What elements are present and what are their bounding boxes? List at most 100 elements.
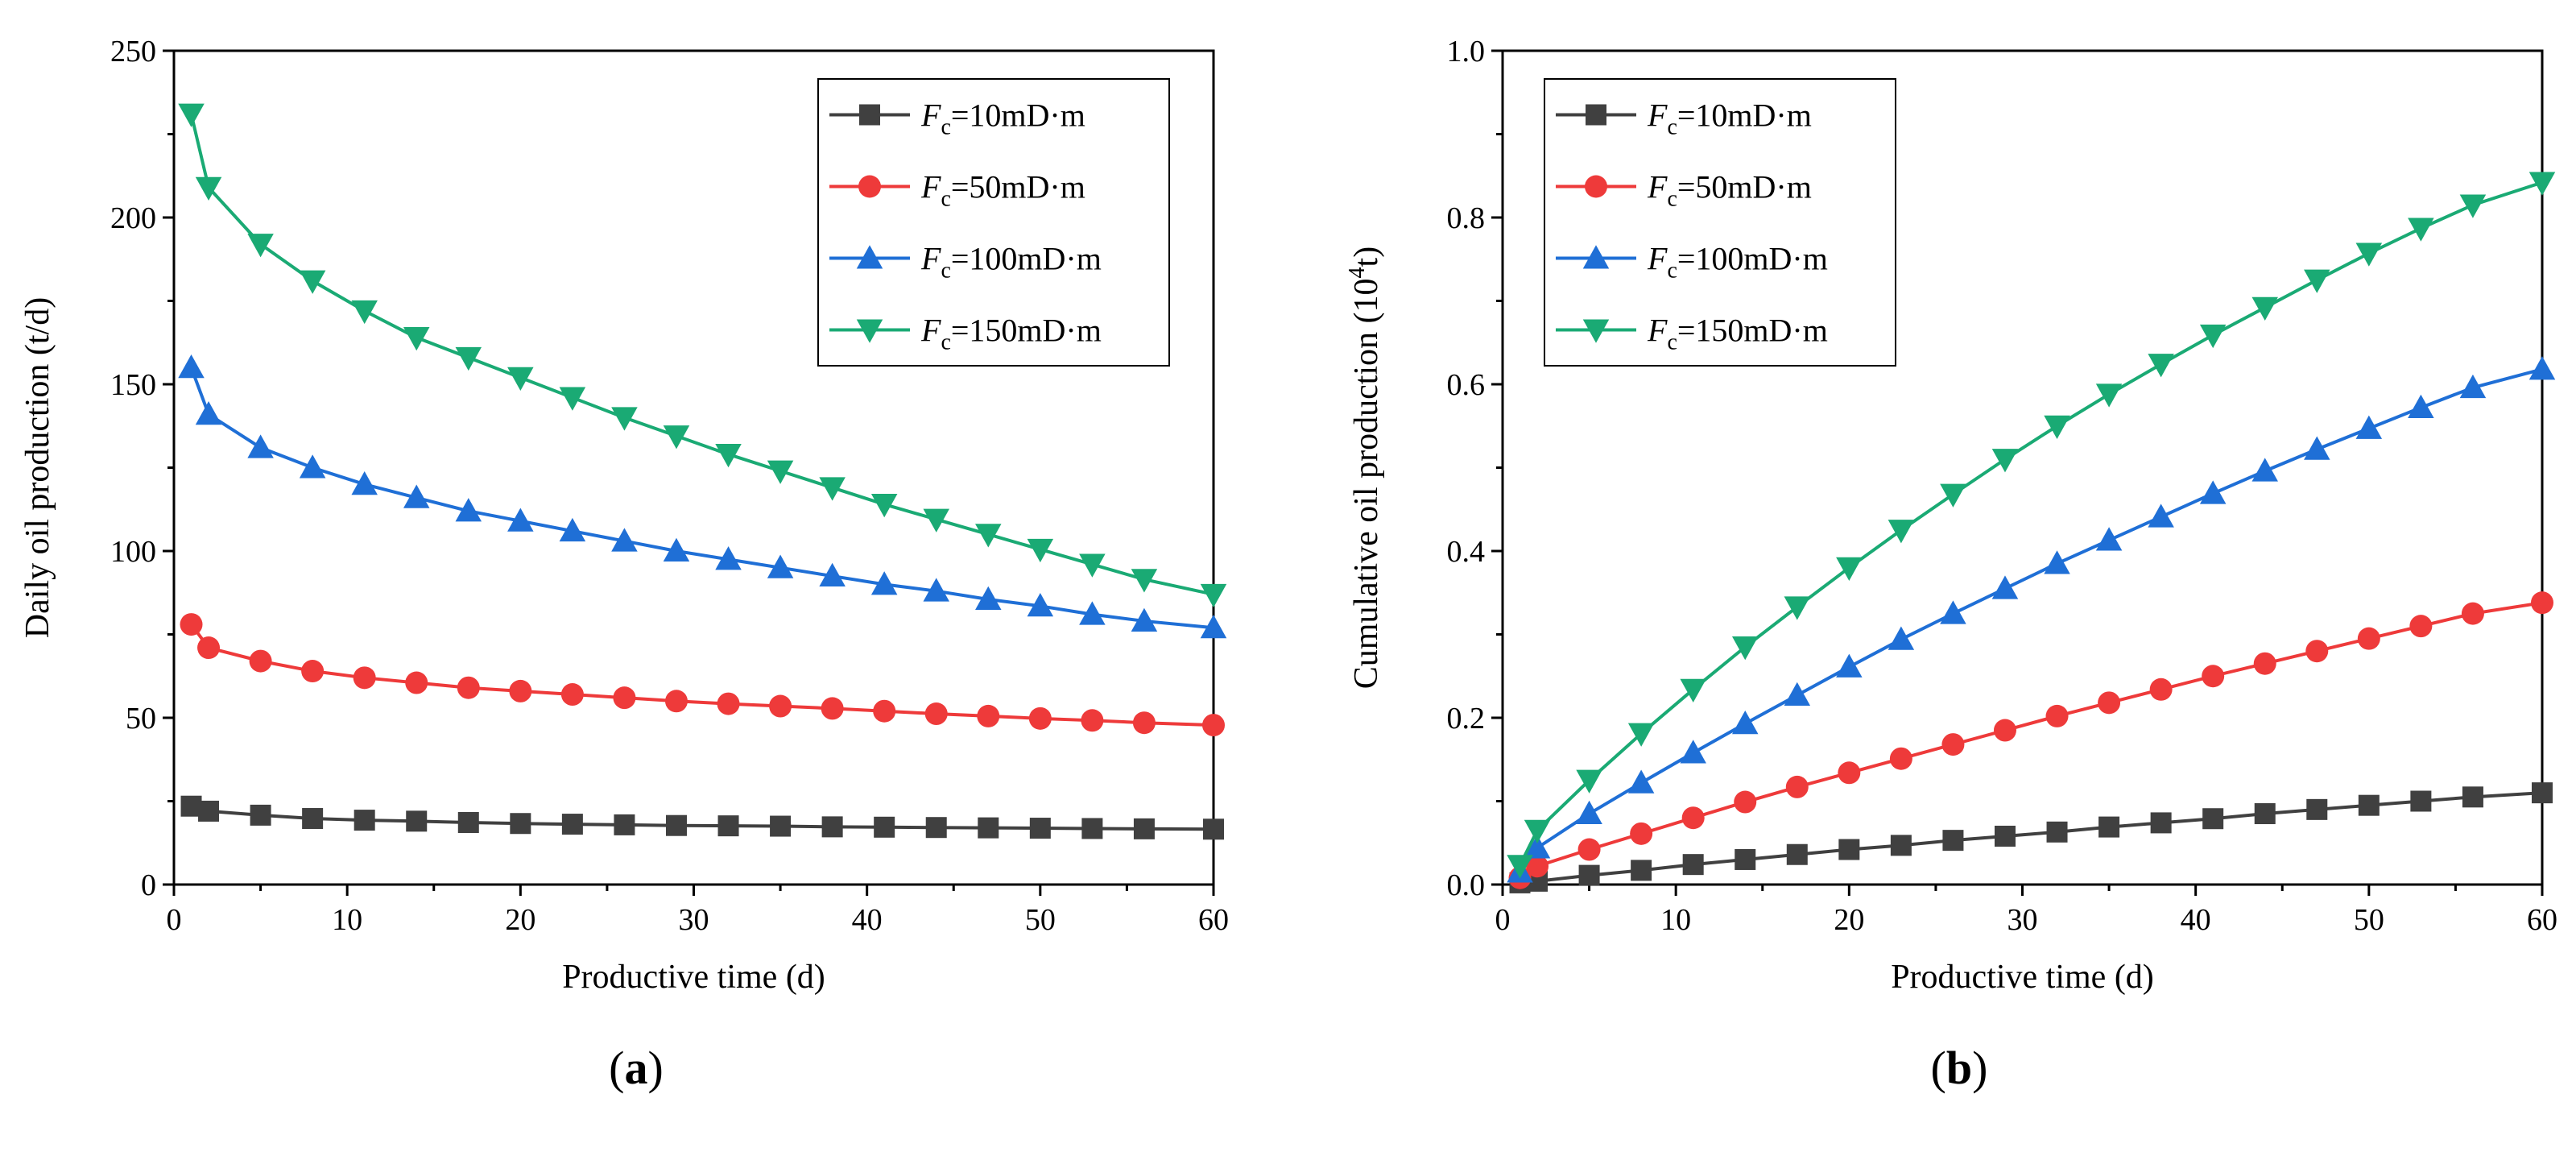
data-point (1836, 653, 1863, 678)
legend-label-value: =10mD·m (951, 97, 1085, 134)
data-point (403, 327, 430, 351)
legend-label-subscript: c (941, 259, 950, 284)
data-point (457, 811, 479, 833)
x-tick-label: 20 (1834, 903, 1864, 937)
series-3 (1507, 356, 2556, 883)
data-point (1576, 769, 1602, 794)
legend-label-value: =100mD·m (951, 241, 1102, 277)
legend-label: Fc=10mD·m (1647, 97, 1812, 140)
x-tick-label: 10 (332, 903, 362, 937)
data-point (180, 613, 203, 636)
data-point (2358, 794, 2380, 816)
series-4 (178, 103, 1227, 608)
legend-label-value: =150mD·m (951, 313, 1102, 349)
data-point (1941, 733, 1965, 756)
data-point (870, 494, 898, 518)
data-point (1680, 740, 1706, 764)
data-point (2532, 782, 2553, 804)
y-tick-label: 0.2 (1447, 702, 1486, 736)
data-point (299, 454, 326, 479)
data-point (2528, 356, 2556, 380)
data-point (351, 470, 378, 495)
series-line (1519, 601, 2543, 880)
data-point (2150, 812, 2172, 834)
data-point (2531, 591, 2553, 615)
data-point (2459, 194, 2487, 218)
legend-label: Fc=150mD·m (920, 313, 1102, 355)
legend-marker (859, 104, 880, 126)
data-point (1524, 835, 1551, 859)
data-point (1890, 835, 1912, 856)
data-point (2408, 394, 2434, 418)
data-point (821, 816, 843, 838)
data-point (1786, 843, 1808, 865)
data-point (924, 702, 948, 726)
data-point (1680, 678, 1706, 703)
data-point (1133, 818, 1155, 839)
data-point (1838, 839, 1860, 860)
x-tick-label: 20 (505, 903, 535, 937)
y-tick-label: 150 (110, 368, 156, 402)
legend-label-value: =50mD·m (951, 169, 1085, 205)
panel-label-close: ) (1972, 1042, 1987, 1094)
legend-item: Fc=150mD·m (1556, 313, 1828, 355)
legend-marker (856, 319, 883, 343)
y-tick-label: 0 (141, 868, 156, 902)
data-point (507, 367, 534, 391)
series-line (1518, 367, 2543, 873)
data-point (2253, 652, 2276, 675)
legend-label-symbol: F (920, 169, 941, 205)
data-point (819, 477, 846, 501)
data-point (455, 498, 482, 522)
legend-label: Fc=150mD·m (1647, 313, 1828, 355)
legend-item: Fc=10mD·m (829, 97, 1085, 140)
series-2 (1508, 591, 2553, 889)
data-point (821, 697, 844, 720)
series-1 (1509, 782, 2553, 893)
data-point (663, 537, 690, 561)
data-point (664, 690, 688, 713)
data-point (353, 666, 376, 690)
panel-label: (b) (1931, 1042, 1988, 1094)
data-point (1681, 806, 1705, 830)
data-point (767, 460, 794, 484)
data-point (2046, 821, 2068, 843)
data-point (1507, 855, 1533, 879)
data-point (611, 407, 638, 431)
data-point (2408, 218, 2434, 242)
legend-label-symbol: F (1647, 241, 1668, 277)
data-point (614, 814, 635, 835)
data-point (1132, 711, 1156, 735)
data-point (1576, 800, 1602, 825)
data-point (2528, 172, 2556, 196)
data-point (250, 804, 271, 826)
data-point (1631, 860, 1652, 881)
data-point (1735, 848, 1756, 870)
data-point (1028, 707, 1052, 730)
data-point (178, 103, 205, 127)
data-point (2462, 786, 2483, 808)
data-point (195, 401, 222, 425)
legend-label-subscript: c (1667, 115, 1677, 140)
data-point (2355, 242, 2383, 267)
y-tick-label: 0.6 (1447, 368, 1486, 402)
data-point (2098, 816, 2120, 838)
data-point (1888, 626, 1915, 650)
data-point (1991, 449, 2019, 473)
x-tick-label: 60 (1198, 903, 1229, 937)
legend-marker (856, 245, 883, 269)
legend: Fc=10mD·mFc=50mD·mFc=100mD·mFc=150mD·m (1544, 78, 1896, 367)
legend-marker (1586, 104, 1606, 126)
y-tick-label: 1.0 (1447, 35, 1486, 68)
y-tick-label: 0.4 (1447, 535, 1486, 569)
data-point (1942, 830, 1964, 852)
data-point (351, 300, 378, 325)
data-point (2251, 458, 2278, 482)
data-point (2199, 324, 2227, 349)
legend: Fc=10mD·mFc=50mD·mFc=100mD·mFc=150mD·m (817, 78, 1170, 367)
data-point (1079, 553, 1106, 578)
data-point (923, 578, 949, 602)
data-point (613, 686, 636, 710)
x-tick-label: 10 (1660, 903, 1691, 937)
data-point (1578, 864, 1600, 886)
